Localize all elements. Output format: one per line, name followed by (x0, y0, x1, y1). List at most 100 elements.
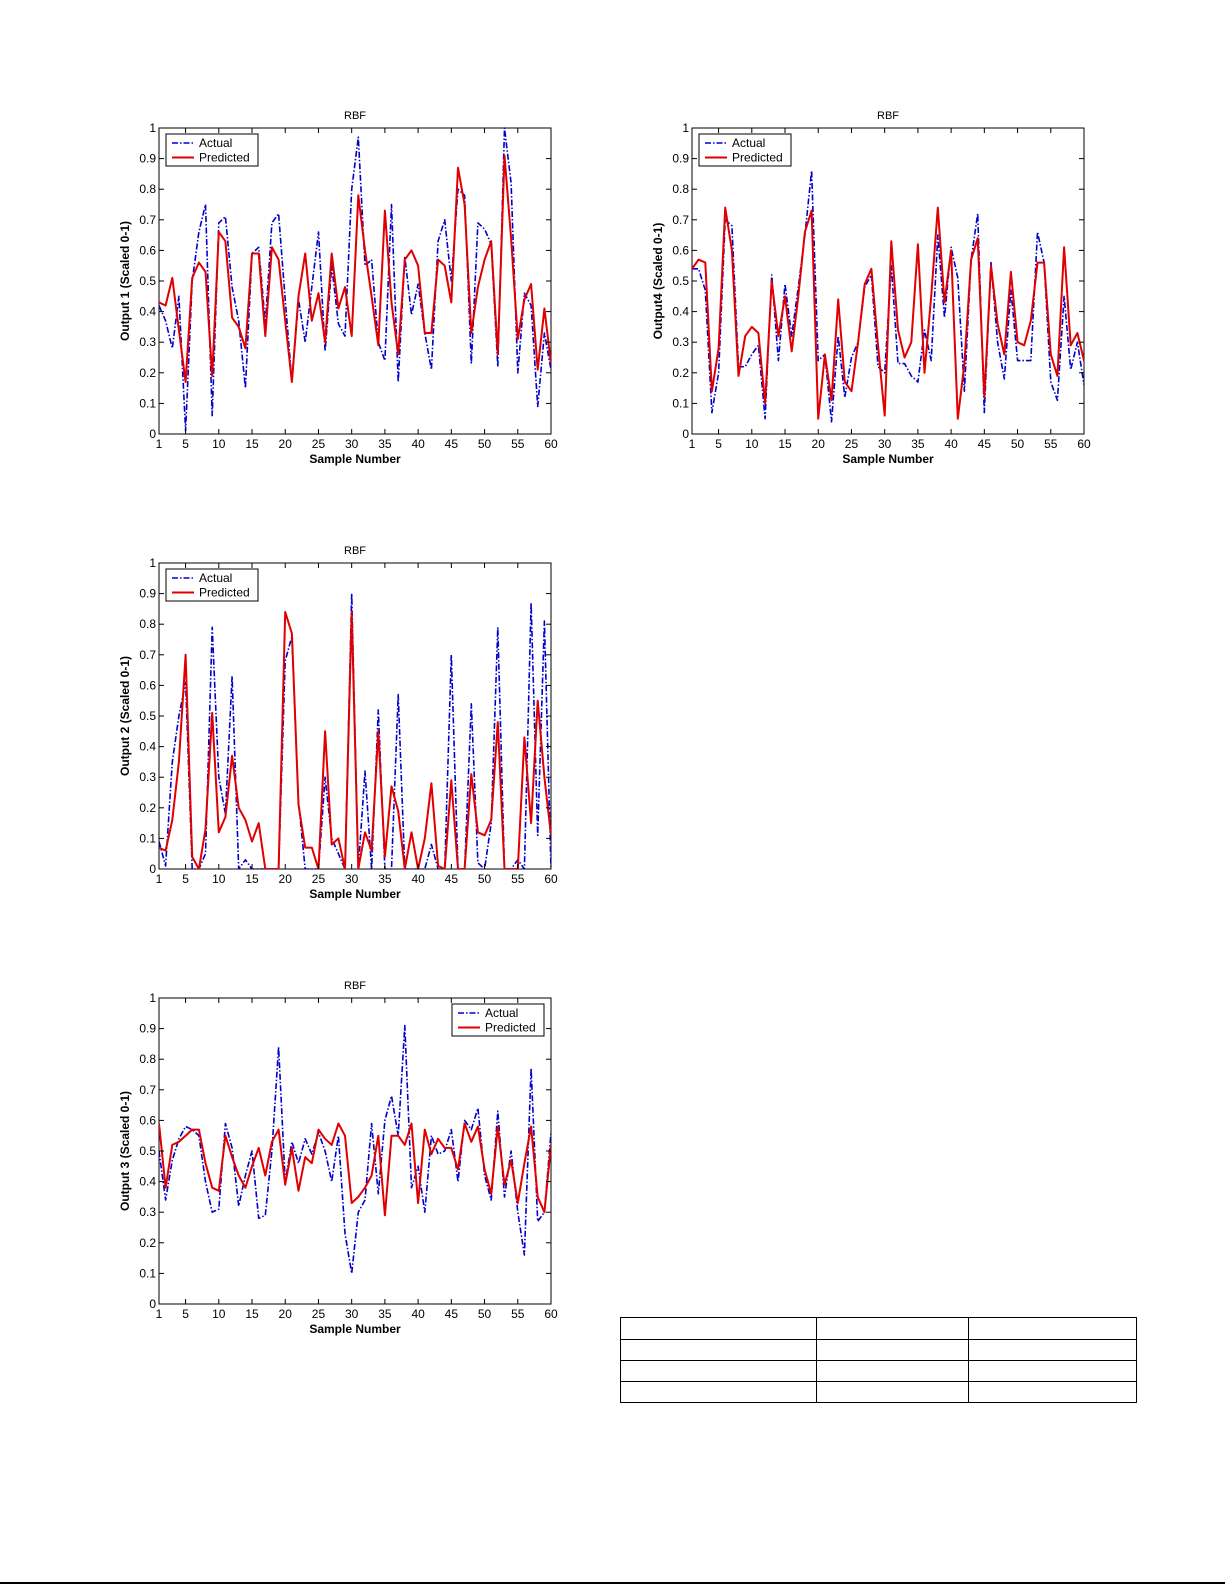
x-tick-label: 50 (478, 1307, 492, 1321)
y-tick-label: 0.3 (672, 335, 689, 349)
y-tick-label: 0.6 (139, 678, 156, 692)
chart-title: RBF (344, 545, 366, 557)
x-tick-label: 10 (212, 437, 226, 451)
x-tick-label: 30 (345, 437, 359, 451)
y-tick-label: 1 (149, 121, 156, 135)
x-tick-label: 35 (378, 437, 392, 451)
y-tick-label: 0.8 (139, 1052, 156, 1066)
x-tick-label: 60 (1077, 437, 1091, 451)
empty-table-body (619, 1317, 1138, 1403)
series-predicted (159, 1122, 551, 1217)
table-cell (816, 1381, 969, 1403)
y-tick-label: 0.9 (139, 1022, 156, 1036)
x-tick-label: 30 (345, 1307, 359, 1321)
x-tick-label: 45 (445, 437, 459, 451)
x-tick-label: 45 (445, 1307, 459, 1321)
series-actual (159, 127, 551, 432)
x-tick-label: 40 (411, 437, 425, 451)
y-tick-label: 0.3 (139, 335, 156, 349)
table-cell (816, 1339, 969, 1361)
x-tick-label: 15 (245, 1307, 259, 1321)
chart-title: RBF (344, 980, 366, 992)
series-group (159, 1024, 551, 1275)
x-tick-label: 10 (745, 437, 759, 451)
y-tick-label: 0.2 (672, 366, 689, 380)
x-tick-label: 60 (544, 872, 558, 886)
x-tick-label: 45 (978, 437, 992, 451)
x-tick-label: 35 (378, 872, 392, 886)
x-tick-label: 55 (511, 1307, 525, 1321)
legend-box (165, 133, 259, 167)
x-tick-label: 20 (279, 437, 293, 451)
series-group (159, 592, 551, 869)
table-row (619, 1339, 1138, 1361)
page-bottom-rule (0, 1582, 1225, 1584)
x-axis-label: Sample Number (842, 452, 934, 466)
x-tick-label: 50 (1011, 437, 1025, 451)
x-tick-label: 35 (378, 1307, 392, 1321)
y-tick-label: 0.9 (139, 152, 156, 166)
series-group (692, 170, 1084, 423)
x-tick-label: 10 (212, 1307, 226, 1321)
table-cell (619, 1317, 818, 1340)
x-tick-label: 50 (478, 872, 492, 886)
table-cell (967, 1381, 1138, 1403)
plot-area (158, 997, 552, 1305)
table-cell (967, 1339, 1138, 1361)
y-tick-label: 1 (682, 121, 689, 135)
x-tick-label: 55 (511, 872, 525, 886)
y-tick-label: 0.1 (672, 396, 689, 410)
y-tick-label: 0 (682, 427, 689, 441)
empty-table (619, 1317, 1138, 1403)
y-tick-label: 0.5 (139, 1144, 156, 1158)
legend-label-predicted: Predicted (485, 1021, 536, 1035)
x-tick-label: 35 (911, 437, 925, 451)
x-tick-label: 30 (345, 872, 359, 886)
y-tick-label: 0.5 (139, 709, 156, 723)
x-tick-label: 15 (778, 437, 792, 451)
x-tick-label: 1 (156, 872, 163, 886)
x-tick-label: 55 (511, 437, 525, 451)
y-tick-label: 0.7 (139, 648, 156, 662)
y-tick-label: 1 (149, 556, 156, 570)
series-predicted (159, 611, 551, 869)
legend-label-predicted: Predicted (199, 586, 250, 600)
y-axis-label: Output 3 (Scaled 0-1) (118, 1091, 132, 1211)
chart-output2: RBF 1 5 10 15 20 25 30 35 40 45 50 55 60 0 0.1 0.2 0.3 0.4… (0, 530, 1225, 950)
table-cell (967, 1360, 1138, 1382)
x-tick-label: 20 (279, 872, 293, 886)
y-tick-label: 0.4 (139, 305, 156, 319)
y-tick-label: 0.5 (139, 274, 156, 288)
y-tick-label: 0.4 (139, 1175, 156, 1189)
y-tick-label: 0.7 (672, 213, 689, 227)
x-tick-label: 20 (812, 437, 826, 451)
y-tick-label: 0.4 (672, 305, 689, 319)
table-cell (816, 1317, 969, 1340)
chart-title: RBF (877, 110, 899, 122)
x-tick-label: 5 (715, 437, 722, 451)
y-tick-label: 1 (149, 991, 156, 1005)
x-axis-label: Sample Number (309, 887, 401, 901)
x-tick-label: 45 (445, 872, 459, 886)
y-tick-label: 0.1 (139, 396, 156, 410)
x-tick-label: 5 (182, 1307, 189, 1321)
y-tick-label: 0.7 (139, 1083, 156, 1097)
x-tick-label: 60 (544, 1307, 558, 1321)
legend-box (451, 1003, 545, 1037)
x-tick-label: 10 (212, 872, 226, 886)
table-cell (619, 1381, 818, 1403)
x-tick-label: 1 (156, 1307, 163, 1321)
x-tick-label: 25 (312, 437, 326, 451)
x-tick-label: 40 (944, 437, 958, 451)
legend-label-predicted: Predicted (199, 151, 250, 165)
y-tick-label: 0.6 (672, 243, 689, 257)
table-row (619, 1360, 1138, 1382)
legend-label-predicted: Predicted (732, 151, 783, 165)
legend-label-actual: Actual (732, 136, 765, 150)
